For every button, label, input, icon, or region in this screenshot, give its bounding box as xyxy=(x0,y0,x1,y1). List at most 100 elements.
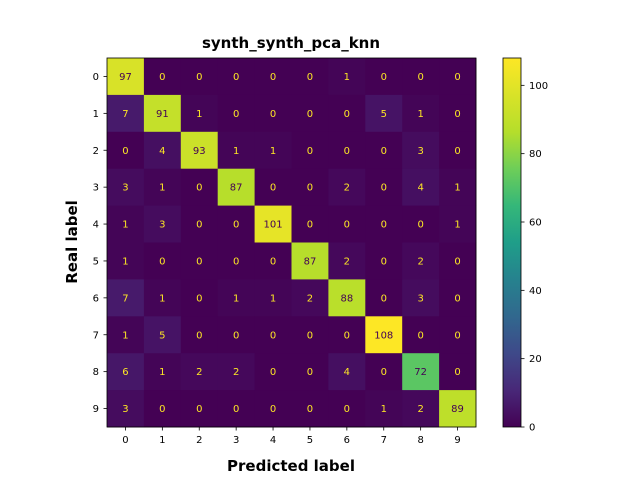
heatmap-cell xyxy=(291,94,329,133)
x-tick-label: 8 xyxy=(417,435,423,446)
cell-value-label: 91 xyxy=(156,109,169,120)
cell-value-label: 0 xyxy=(307,183,313,194)
heatmap-cell xyxy=(291,353,329,391)
cell-value-label: 0 xyxy=(233,109,239,120)
cell-value-label: 3 xyxy=(417,293,423,304)
heatmap-cell xyxy=(439,205,477,243)
cell-value-label: 0 xyxy=(307,109,313,120)
colorbar-tick-label: 20 xyxy=(529,354,542,365)
heatmap-cell xyxy=(180,205,219,243)
y-tick-label: 0 xyxy=(93,72,99,83)
heatmap-cell xyxy=(365,205,403,243)
y-tick-label: 1 xyxy=(93,109,99,120)
heatmap-cell xyxy=(291,390,329,428)
heatmap-cell xyxy=(291,205,329,243)
heatmap-cell xyxy=(328,390,366,428)
colorbar-tick-label: 80 xyxy=(529,149,542,160)
heatmap-cell xyxy=(254,279,292,317)
heatmap-cell xyxy=(291,168,329,206)
cell-value-label: 3 xyxy=(122,183,128,194)
heatmap-cell xyxy=(143,94,182,133)
cell-value-label: 0 xyxy=(196,293,202,304)
heatmap-cell xyxy=(217,168,255,206)
cell-value-label: 0 xyxy=(454,109,460,120)
cell-value-label: 0 xyxy=(344,220,350,231)
cell-value-label: 0 xyxy=(233,220,239,231)
cell-value-label: 1 xyxy=(196,109,202,120)
cell-value-label: 0 xyxy=(417,330,423,341)
heatmap-cell xyxy=(291,242,329,280)
cell-value-label: 0 xyxy=(381,367,387,378)
heatmap-cell xyxy=(291,279,329,317)
cell-value-label: 2 xyxy=(417,256,423,267)
cell-value-label: 1 xyxy=(159,293,165,304)
cell-value-label: 1 xyxy=(233,146,239,157)
heatmap-cell xyxy=(439,131,477,170)
cell-value-label: 0 xyxy=(344,109,350,120)
cell-value-label: 0 xyxy=(381,72,387,83)
heatmap-cell xyxy=(217,205,255,243)
heatmap-cell xyxy=(439,58,477,96)
cell-value-label: 0 xyxy=(344,146,350,157)
heatmap-cell xyxy=(328,94,366,133)
heatmap-cell xyxy=(254,168,292,206)
cell-value-label: 0 xyxy=(454,72,460,83)
cell-value-label: 0 xyxy=(307,404,313,415)
heatmap-cell xyxy=(328,353,366,391)
cell-value-label: 3 xyxy=(159,220,165,231)
cell-value-label: 0 xyxy=(196,72,202,83)
cell-value-label: 0 xyxy=(159,404,165,415)
colorbar-ticks: 0 20 40 60 80 100 xyxy=(521,81,548,434)
heatmap-cell xyxy=(439,316,477,354)
heatmap-cell xyxy=(402,353,440,391)
heatmap-cell xyxy=(107,168,145,206)
x-tick-label: 1 xyxy=(159,435,165,446)
cell-value-label: 1 xyxy=(417,109,423,120)
cell-value-label: 1 xyxy=(233,293,239,304)
cell-value-label: 0 xyxy=(381,293,387,304)
cell-value-label: 0 xyxy=(122,146,128,157)
heatmap-cell xyxy=(143,205,182,243)
heatmap-cell xyxy=(365,390,403,428)
heatmap-cell xyxy=(402,205,440,243)
heatmap-cell xyxy=(107,242,145,280)
heatmap-cell xyxy=(217,131,255,170)
heatmap-cell xyxy=(254,131,292,170)
heatmap-cell xyxy=(365,168,403,206)
heatmap-cell xyxy=(107,316,145,354)
cell-value-label: 0 xyxy=(307,72,313,83)
heatmap-cell xyxy=(365,58,403,96)
cell-value-label: 7 xyxy=(122,293,128,304)
y-tick-label: 8 xyxy=(93,367,99,378)
x-axis-ticks: 0 1 2 3 4 5 6 7 8 9 xyxy=(122,427,461,446)
cell-value-label: 0 xyxy=(270,367,276,378)
heatmap-cell xyxy=(402,94,440,133)
cell-value-label: 88 xyxy=(340,293,353,304)
plot-frame xyxy=(106,57,477,428)
cell-value-label: 1 xyxy=(122,330,128,341)
heatmap-cell xyxy=(180,390,219,428)
heatmap-cell xyxy=(328,279,366,317)
heatmap-cell xyxy=(291,58,329,96)
heatmap-cell xyxy=(143,131,182,170)
cell-value-label: 1 xyxy=(159,183,165,194)
heatmap-cell xyxy=(328,58,366,96)
heatmap-cell xyxy=(439,279,477,317)
cell-value-label: 0 xyxy=(454,146,460,157)
colorbar-tick-label: 40 xyxy=(529,286,542,297)
colorbar-tick-label: 60 xyxy=(529,218,542,229)
cell-value-label: 0 xyxy=(196,256,202,267)
heatmap-cell xyxy=(143,316,182,354)
cell-value-label: 89 xyxy=(451,404,464,415)
heatmap-cell xyxy=(365,131,403,170)
y-tick-label: 7 xyxy=(93,330,99,341)
heatmap-cell xyxy=(402,279,440,317)
cell-value-label: 0 xyxy=(417,220,423,231)
cell-value-label: 0 xyxy=(454,293,460,304)
heatmap-cell xyxy=(143,168,182,206)
cell-value-label: 3 xyxy=(417,146,423,157)
cell-value-label: 0 xyxy=(270,404,276,415)
y-tick-label: 9 xyxy=(93,404,99,415)
cell-value-label: 0 xyxy=(344,404,350,415)
heatmap-cell xyxy=(217,94,255,133)
